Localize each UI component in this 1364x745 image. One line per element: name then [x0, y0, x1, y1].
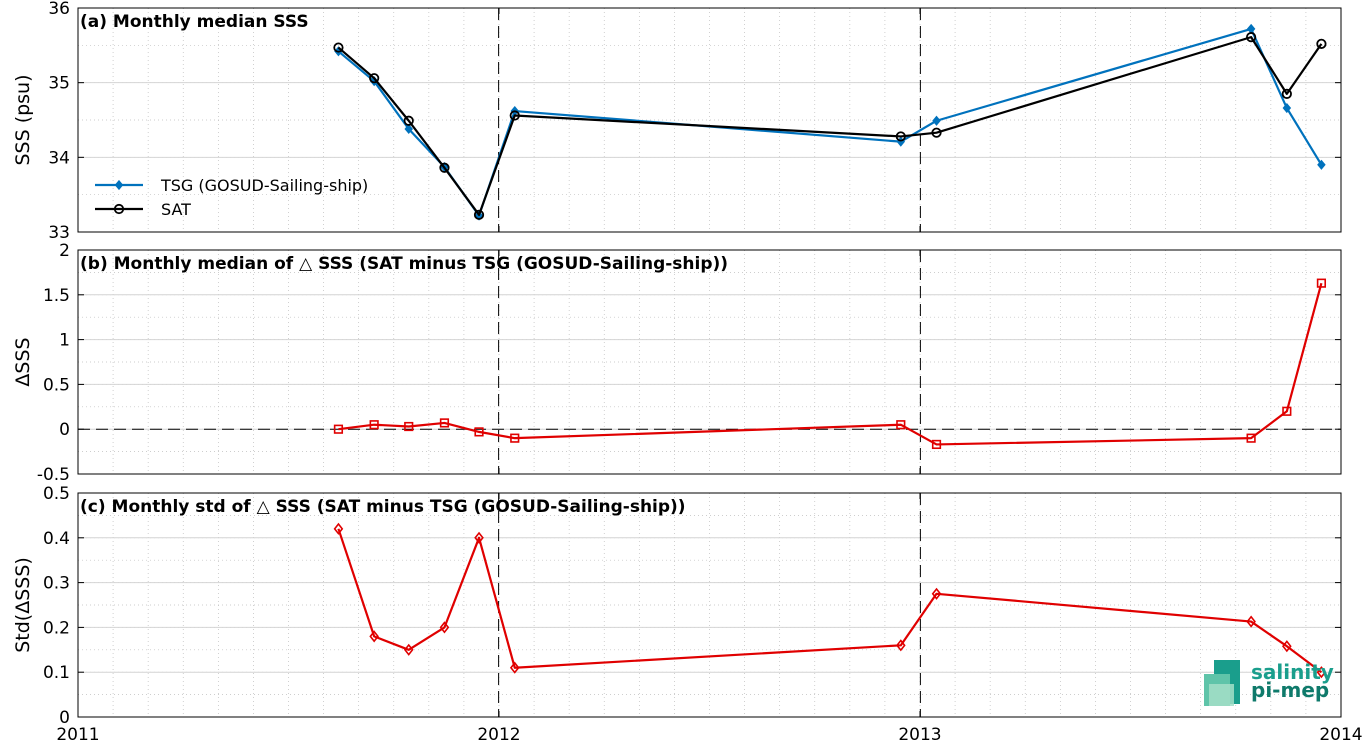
data-point	[1281, 88, 1292, 99]
data-point	[474, 531, 484, 544]
data-point	[403, 115, 414, 126]
data-point	[1282, 102, 1292, 114]
y-tick-label: 1	[59, 331, 70, 351]
y-tick-label: 1.5	[43, 286, 70, 306]
data-point	[1316, 38, 1327, 49]
y-tick-label: -0.5	[37, 465, 70, 485]
legend-marker	[113, 203, 125, 215]
legend-marker	[114, 179, 124, 191]
series-delta-sss	[333, 278, 1327, 450]
data-point	[931, 439, 942, 450]
series-tsg	[334, 23, 1326, 221]
series-line	[337, 528, 1323, 674]
axes-box	[77, 249, 1342, 475]
data-point	[333, 522, 344, 535]
x-tick-label: 2012	[477, 725, 520, 745]
panel-a: 33 34 35 36 (a) Monthly median SSS SSS (psu) T…	[12, 0, 1342, 243]
y-tick-label: 0	[59, 708, 70, 728]
chart-panels: 33 34 35 36 (a) Monthly median SSS SSS (psu) T…	[12, 0, 1363, 745]
data-point	[1317, 159, 1326, 170]
logo-text-salinity: salinity	[1251, 660, 1334, 684]
data-point	[932, 115, 941, 126]
y-tick-label: 0.5	[43, 375, 70, 395]
logo-mark-icon	[1204, 660, 1240, 706]
y-axis-label: Std(ΔSSS)	[12, 557, 34, 653]
y-tick-label: 35	[48, 74, 70, 94]
data-point	[896, 420, 906, 430]
data-point	[1246, 32, 1257, 43]
data-point	[474, 427, 484, 437]
y-tick-label: 2	[59, 241, 70, 261]
series-delta-sss	[333, 522, 1327, 679]
y-tick-label: 36	[48, 0, 70, 19]
series-line	[337, 27, 1323, 217]
panel-title: (b) Monthly median of △ SSS (SAT minus T…	[80, 254, 728, 274]
y-tick-label: 0.3	[43, 574, 70, 594]
legend-label: SAT	[161, 200, 191, 219]
y-tick-label: 0	[59, 420, 70, 440]
data-point	[895, 639, 906, 652]
panel-title: (c) Monthly std of △ SSS (SAT minus TSG …	[80, 497, 686, 517]
series-line	[337, 36, 1323, 216]
data-point	[1282, 640, 1292, 653]
y-tick-label: 34	[48, 148, 70, 168]
data-point	[895, 131, 906, 142]
data-point	[1246, 433, 1256, 443]
legend: TSG (GOSUD-Sailing-ship) SAT	[95, 176, 368, 219]
data-point	[439, 162, 450, 173]
y-axis-label: SSS (psu)	[12, 74, 34, 165]
series-line	[338, 282, 1323, 446]
axes-box	[77, 492, 1342, 718]
data-point	[510, 433, 520, 443]
legend-label: TSG (GOSUD-Sailing-ship)	[160, 176, 368, 195]
panel-b: -0.5 0 0.5 1 1.5 2 (b) Monthly median of △ SSS…	[12, 241, 1342, 485]
x-tick-label: 2013	[898, 725, 941, 745]
data-point	[931, 587, 942, 600]
y-tick-label: 0.5	[43, 484, 70, 504]
data-point	[473, 209, 485, 220]
panel-c: 0 0.1 0.2 0.3 0.4 0.5 (c) Monthly std of △ SSS…	[12, 484, 1342, 728]
salinity-pi-mep-logo: salinity pi-mep	[1204, 660, 1334, 706]
data-point	[333, 42, 344, 53]
data-point	[333, 424, 344, 434]
x-tick-label: 2011	[56, 725, 99, 745]
panel-title: (a) Monthly median SSS	[80, 12, 309, 32]
y-axis-label: ΔSSS	[12, 337, 34, 386]
data-point	[1246, 615, 1256, 628]
data-point	[403, 643, 414, 656]
data-point	[369, 73, 380, 84]
y-tick-label: 0.1	[43, 663, 70, 683]
series-sat	[333, 32, 1327, 220]
data-point	[404, 123, 413, 135]
data-point	[931, 127, 942, 138]
y-tick-label: 33	[48, 223, 70, 243]
data-point	[1282, 406, 1292, 416]
data-point	[439, 418, 450, 428]
data-point	[509, 661, 520, 674]
data-point	[439, 621, 450, 634]
axes-box	[77, 7, 1342, 233]
data-point	[369, 420, 379, 430]
data-point	[509, 110, 520, 121]
data-point	[369, 630, 379, 643]
y-tick-label: 0.2	[43, 618, 70, 638]
data-point	[1316, 666, 1327, 679]
x-tick-label: 2014	[1319, 725, 1362, 745]
data-point	[1316, 278, 1327, 288]
data-point	[404, 421, 414, 432]
logo-text-pi-mep: pi-mep	[1251, 678, 1329, 702]
y-tick-label: 0.4	[43, 529, 70, 549]
